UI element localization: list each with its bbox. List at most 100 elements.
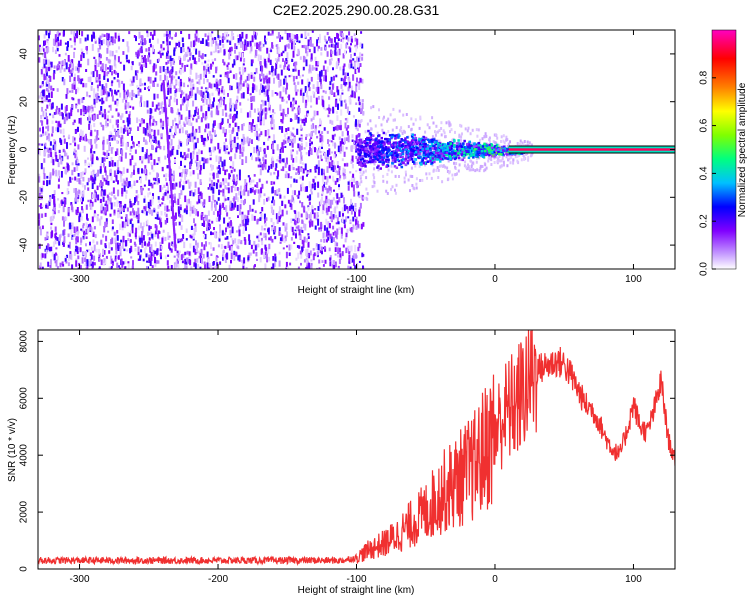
heatmap-cell xyxy=(253,31,255,35)
heatmap-cell xyxy=(133,214,136,219)
heatmap-cell xyxy=(155,225,158,233)
heatmap-cell xyxy=(168,84,170,89)
heatmap-cell xyxy=(144,87,146,90)
heatmap-cell xyxy=(129,153,132,156)
heatmap-cell xyxy=(347,265,350,269)
heatmap-cell xyxy=(286,132,289,135)
heatmap-cell xyxy=(343,76,346,82)
heatmap-cell xyxy=(173,160,176,163)
heatmap-cell xyxy=(291,40,294,43)
heatmap-cell xyxy=(135,94,138,98)
heatmap-cell xyxy=(285,171,288,175)
heatmap-cell xyxy=(256,235,259,239)
heatmap-cell xyxy=(418,126,421,130)
heatmap-cell xyxy=(133,211,136,216)
heatmap-cell xyxy=(411,175,414,178)
heatmap-cell xyxy=(101,181,104,187)
heatmap-cell xyxy=(292,127,295,130)
heatmap-cell xyxy=(296,150,299,155)
heatmap-cell xyxy=(80,228,83,231)
heatmap-cell xyxy=(178,116,181,119)
heatmap-cell xyxy=(209,130,212,137)
heatmap-cell xyxy=(196,151,199,158)
heatmap-cell xyxy=(321,131,324,135)
heatmap-cell xyxy=(85,236,88,239)
heatmap-cell xyxy=(75,152,78,159)
heatmap-cell xyxy=(310,131,313,138)
heatmap-cell xyxy=(96,134,98,141)
heatmap-cell xyxy=(182,234,185,239)
heatmap-cell xyxy=(190,87,192,92)
heatmap-cell xyxy=(152,45,154,52)
heatmap-cell xyxy=(120,258,123,264)
heatmap-cell xyxy=(143,137,145,142)
heatmap-cell xyxy=(424,130,427,134)
heatmap-cell xyxy=(154,136,157,141)
heatmap-cell xyxy=(237,82,240,87)
heatmap-cell xyxy=(228,129,231,134)
heatmap-cell xyxy=(342,37,344,43)
heatmap-cell xyxy=(116,160,119,167)
heatmap-cell xyxy=(105,97,108,102)
heatmap-cell xyxy=(355,219,357,225)
heatmap-cell xyxy=(144,55,146,59)
heatmap-cell xyxy=(161,101,164,106)
heatmap-cell xyxy=(101,206,104,211)
heatmap-cell xyxy=(357,57,360,62)
heatmap-cell xyxy=(291,195,294,203)
heatmap-cell xyxy=(79,117,82,125)
heatmap-cell xyxy=(401,132,404,135)
heatmap-cell xyxy=(213,97,215,102)
heatmap-cell xyxy=(288,75,291,78)
heatmap-cell xyxy=(305,266,308,269)
heatmap-cell xyxy=(222,99,225,106)
heatmap-cell xyxy=(357,119,360,127)
heatmap-cell xyxy=(310,188,313,192)
heatmap-cell xyxy=(271,71,274,77)
heatmap-cell xyxy=(400,126,403,130)
heatmap-cell xyxy=(245,267,248,269)
heatmap-cell xyxy=(182,47,185,52)
heatmap-cell xyxy=(350,245,353,252)
heatmap-cell xyxy=(121,149,124,156)
heatmap-cell xyxy=(104,204,107,208)
heatmap-cell xyxy=(134,248,137,252)
heatmap-cell xyxy=(178,181,181,188)
heatmap-cell xyxy=(157,58,160,62)
heatmap-cell xyxy=(111,237,114,244)
heatmap-cell xyxy=(51,133,54,137)
heatmap-cell xyxy=(215,256,218,262)
heatmap-cell xyxy=(264,75,267,80)
heatmap-cell xyxy=(149,153,152,157)
heatmap-cell xyxy=(241,31,244,39)
heatmap-cell xyxy=(266,89,269,96)
heatmap-cell xyxy=(247,73,250,81)
heatmap-cell xyxy=(237,255,240,261)
heatmap-cell xyxy=(327,156,330,163)
heatmap-cell xyxy=(506,145,509,148)
heatmap-cell xyxy=(82,197,84,201)
heatmap-cell xyxy=(242,134,245,138)
heatmap-cell xyxy=(247,190,250,197)
heatmap-cell xyxy=(258,111,261,114)
heatmap-cell xyxy=(267,137,270,141)
heatmap-cell xyxy=(358,100,361,106)
heatmap-cell xyxy=(114,255,117,260)
heatmap-cell xyxy=(222,127,225,134)
heatmap-cell xyxy=(166,184,169,191)
heatmap-cell xyxy=(347,72,349,76)
heatmap-cell xyxy=(154,77,157,82)
heatmap-cell xyxy=(106,71,109,77)
heatmap-cell xyxy=(318,227,321,232)
heatmap-cell xyxy=(49,217,52,222)
heatmap-cell xyxy=(295,91,298,96)
heatmap-cell xyxy=(176,253,179,257)
heatmap-cell xyxy=(217,103,220,109)
heatmap-cell xyxy=(256,182,259,188)
heatmap-cell xyxy=(294,68,297,72)
heatmap-cell xyxy=(165,61,168,65)
heatmap-cell xyxy=(135,195,138,202)
heatmap-cell xyxy=(247,210,250,215)
heatmap-cell xyxy=(56,31,59,37)
heatmap-cell xyxy=(288,244,291,251)
